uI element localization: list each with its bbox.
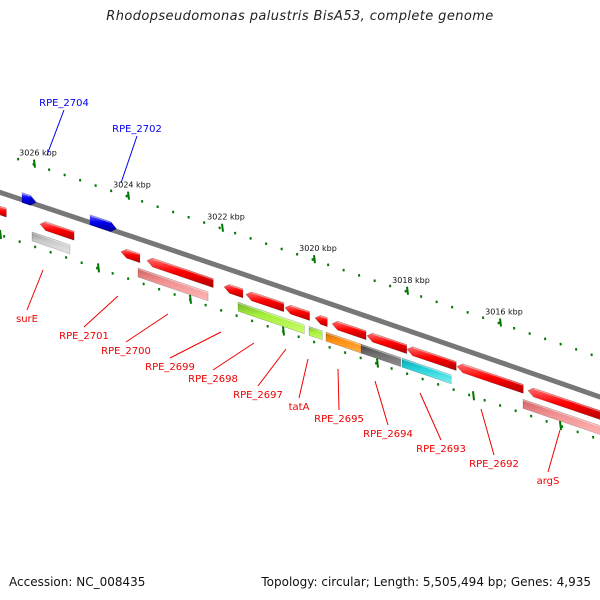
gene-label[interactable]: surE <box>16 314 38 325</box>
gene-label[interactable]: RPE_2704 <box>39 98 89 109</box>
function-block <box>401 357 452 385</box>
labels: 3026 kbp 3024 kbp 3022 kbp 3020 kbp 3018 kbp… <box>16 98 561 487</box>
gene-label[interactable]: RPE_2695 <box>314 414 364 425</box>
gene-label[interactable]: RPE_2702 <box>112 124 162 135</box>
label-leader-line <box>419 392 442 441</box>
function-block <box>237 301 305 335</box>
gene-label[interactable]: RPE_2699 <box>145 362 195 373</box>
function-block <box>31 231 71 255</box>
major-tick <box>189 294 192 304</box>
function-block <box>360 343 402 368</box>
label-leader-line <box>46 109 65 156</box>
kbp-label: 3018 kbp <box>392 276 430 285</box>
reverse-gene-arrow <box>366 332 408 355</box>
function-block <box>308 325 323 341</box>
reverse-gene-arrow <box>120 248 141 264</box>
major-tick <box>472 391 475 401</box>
major-tick <box>33 159 36 168</box>
gene-label[interactable]: RPE_2698 <box>188 374 238 385</box>
gene-label[interactable]: RPE_2697 <box>233 390 283 401</box>
label-leader-line <box>212 342 255 371</box>
major-tick <box>221 223 224 232</box>
reverse-gene-arrow <box>314 315 328 328</box>
gene-label[interactable]: RPE_2694 <box>363 429 413 440</box>
kbp-label: 3026 kbp <box>19 149 57 158</box>
genome-backbone <box>0 189 600 400</box>
label-leader-line <box>169 331 222 359</box>
major-tick <box>127 191 130 200</box>
major-tick <box>313 254 316 264</box>
reverse-gene-arrow <box>39 221 75 241</box>
label-leader-line <box>83 295 119 328</box>
gene-label[interactable]: RPE_2701 <box>59 331 109 342</box>
backbone-line <box>0 189 600 400</box>
label-leader-line <box>120 135 138 184</box>
reverse-gene-arrow <box>245 291 285 313</box>
major-tick <box>97 263 100 273</box>
reverse-gene-arrow <box>406 346 457 371</box>
reverse-gene-arrow <box>456 363 524 394</box>
label-leader-line <box>547 429 561 473</box>
reverse-gene-arrow <box>527 387 600 420</box>
function-block <box>522 398 600 435</box>
topology-text: Topology: circular; Length: 5,505,494 bp… <box>261 575 591 589</box>
reverse-gene-arrow <box>0 205 7 218</box>
reverse-gene-arrow <box>223 283 244 299</box>
major-tick <box>559 420 562 431</box>
tick-marks <box>0 157 595 439</box>
label-leader-line <box>298 358 309 399</box>
forward-gene-arrow <box>21 192 37 206</box>
reverse-gene-arrow <box>331 320 367 341</box>
gene-label[interactable]: argS <box>537 476 560 487</box>
major-tick <box>406 286 409 295</box>
label-leader-line <box>26 269 44 311</box>
gene-label[interactable]: RPE_2700 <box>101 346 151 357</box>
label-leader-line <box>125 313 169 343</box>
kbp-label: 3024 kbp <box>113 181 151 190</box>
gene-label[interactable]: RPE_2693 <box>416 444 466 455</box>
kbp-label: 3020 kbp <box>299 244 337 253</box>
gene-features <box>0 192 600 435</box>
label-leader-line <box>374 380 389 426</box>
reverse-gene-arrow <box>146 257 214 289</box>
forward-gene-arrow <box>89 214 117 233</box>
label-leader-line <box>257 348 287 387</box>
gene-label[interactable]: RPE_2692 <box>469 459 519 470</box>
major-tick <box>0 229 2 240</box>
accession-text: Accession: NC_008435 <box>9 575 146 589</box>
major-tick <box>499 318 502 327</box>
major-tick <box>282 326 285 336</box>
gene-label[interactable]: tatA <box>289 402 310 413</box>
label-leader-line <box>337 368 340 411</box>
map-title: Rhodopseudomonas palustris BisA53, compl… <box>106 9 494 24</box>
reverse-gene-arrow <box>284 304 310 321</box>
label-leader-line <box>480 408 495 456</box>
kbp-label: 3022 kbp <box>207 213 245 222</box>
major-tick <box>376 358 379 368</box>
function-block <box>137 267 209 302</box>
kbp-label: 3016 kbp <box>485 308 523 317</box>
